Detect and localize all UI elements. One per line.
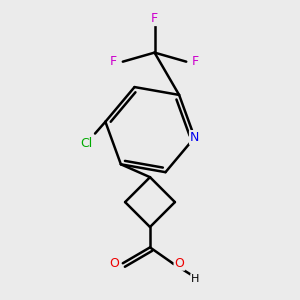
Text: F: F	[192, 55, 199, 68]
Text: F: F	[151, 12, 158, 25]
Text: N: N	[190, 131, 199, 144]
Text: H: H	[191, 274, 200, 284]
Text: F: F	[110, 55, 117, 68]
Text: Cl: Cl	[80, 137, 93, 150]
Text: O: O	[109, 257, 119, 270]
Text: O: O	[175, 257, 184, 270]
